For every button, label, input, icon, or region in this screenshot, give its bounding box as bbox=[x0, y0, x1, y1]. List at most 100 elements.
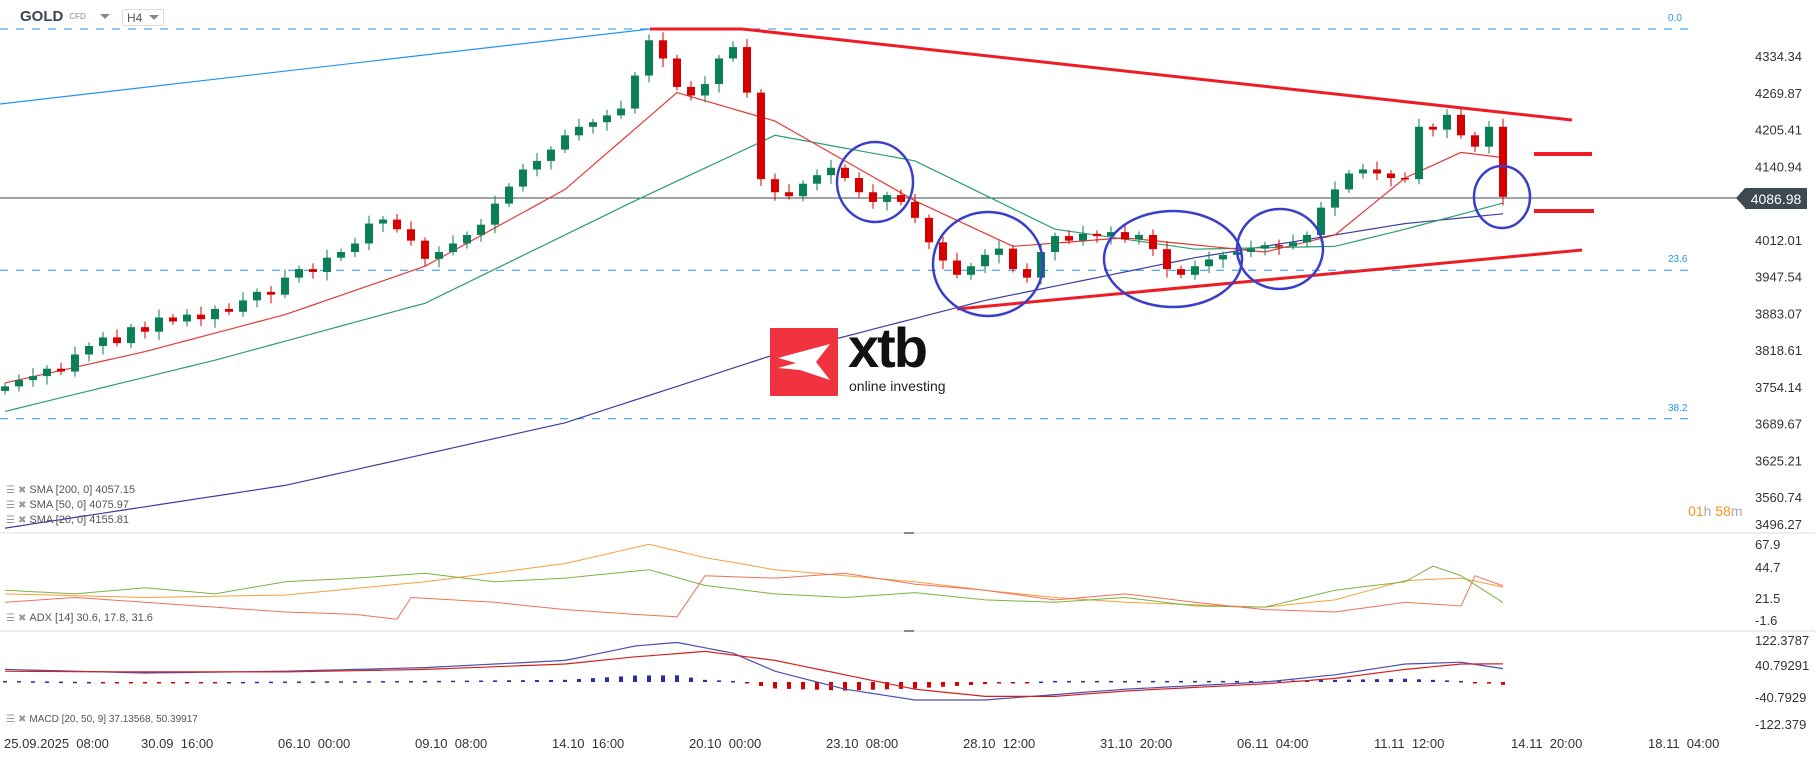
macd-histogram-bar bbox=[269, 681, 273, 684]
macd-histogram-bar bbox=[1179, 680, 1183, 683]
time-tick: 06.11 04:00 bbox=[1237, 736, 1308, 751]
settings-icon[interactable]: ☰ bbox=[6, 500, 15, 511]
candle bbox=[183, 308, 191, 327]
candle bbox=[785, 184, 793, 200]
candle-body bbox=[1191, 266, 1199, 275]
candle-body bbox=[575, 126, 583, 136]
candle-body bbox=[1471, 135, 1479, 147]
candle bbox=[1373, 161, 1381, 181]
macd-histogram-bar bbox=[1375, 679, 1379, 682]
settings-icon[interactable]: ☰ bbox=[6, 515, 15, 526]
candle bbox=[575, 118, 583, 141]
candle-body bbox=[799, 183, 807, 197]
legend-sma50[interactable]: ☰ ✖ SMA [50, 0] 4075.97 bbox=[6, 499, 129, 512]
timeframe-value: H4 bbox=[127, 10, 143, 25]
macd-histogram-bar bbox=[31, 681, 35, 683]
candle bbox=[197, 306, 205, 327]
candle-body bbox=[785, 192, 793, 197]
close-icon[interactable]: ✖ bbox=[17, 613, 27, 624]
xtb-logo-text: xtb bbox=[848, 316, 928, 379]
circle-annotation[interactable] bbox=[1102, 209, 1244, 309]
candle-body bbox=[1485, 126, 1493, 147]
candle bbox=[239, 292, 247, 317]
candle-body bbox=[925, 217, 933, 243]
candle bbox=[1331, 181, 1339, 217]
settings-icon[interactable]: ☰ bbox=[6, 714, 15, 725]
candle-body bbox=[211, 308, 219, 320]
candle bbox=[673, 55, 681, 91]
candle-body bbox=[463, 234, 471, 244]
macd-histogram-bar bbox=[591, 678, 595, 682]
macd-histogram-bar bbox=[661, 675, 665, 682]
close-icon[interactable]: ✖ bbox=[17, 485, 27, 496]
timeframe-select[interactable]: H4 bbox=[122, 9, 164, 26]
candle-body bbox=[911, 201, 919, 218]
macd-histogram-bar bbox=[1501, 681, 1505, 685]
support-trendline[interactable] bbox=[956, 248, 1583, 311]
legend-sma200[interactable]: ☰ ✖ SMA [200, 0] 4057.15 bbox=[6, 484, 135, 497]
candle bbox=[43, 365, 51, 385]
circle-annotations[interactable] bbox=[835, 140, 1532, 318]
macd-histogram-bar bbox=[1165, 680, 1169, 683]
candle bbox=[155, 309, 163, 341]
macd-histogram-bar bbox=[633, 675, 637, 682]
instrument-type: CFD bbox=[69, 12, 86, 21]
close-icon[interactable]: ✖ bbox=[17, 714, 27, 725]
candle-body bbox=[687, 86, 695, 96]
macd-histogram-bar bbox=[1123, 680, 1127, 683]
macd-histogram-bar bbox=[899, 681, 903, 689]
time-tick: 23.10 08:00 bbox=[826, 736, 898, 751]
macd-histogram-bar bbox=[1473, 681, 1477, 684]
price-tick: 3496.27 bbox=[1755, 517, 1802, 532]
fib-trend-line[interactable] bbox=[0, 28, 651, 105]
candle bbox=[1429, 123, 1437, 137]
candle bbox=[687, 81, 695, 101]
candle-body bbox=[407, 229, 415, 241]
legend-adx[interactable]: ☰ ✖ ADX [14] 30.6, 17.8, 31.6 bbox=[6, 612, 153, 625]
settings-icon[interactable]: ☰ bbox=[6, 485, 15, 496]
current-price-label: 4086.98 bbox=[1736, 188, 1807, 209]
legend-sma20[interactable]: ☰ ✖ SMA [20, 0] 4155.81 bbox=[6, 514, 129, 527]
macd-histogram-bar bbox=[1193, 680, 1197, 683]
time-tick: 18.11 04:00 bbox=[1648, 736, 1719, 751]
candle-body bbox=[1289, 242, 1297, 247]
trendlines[interactable] bbox=[650, 27, 1594, 311]
circle-annotation[interactable] bbox=[1235, 207, 1325, 291]
candle bbox=[1359, 163, 1367, 179]
candle-body bbox=[1387, 173, 1395, 179]
circle-annotation[interactable] bbox=[931, 210, 1045, 318]
candle bbox=[645, 34, 653, 83]
legend-text: ADX [14] 30.6, 17.8, 31.6 bbox=[29, 612, 153, 624]
candle-body bbox=[57, 368, 65, 372]
macd-histogram-bar bbox=[647, 675, 651, 682]
fibonacci-levels[interactable]: 0.0 23.6 38.2 bbox=[0, 13, 1690, 420]
circle-annotation[interactable] bbox=[1472, 164, 1532, 230]
circle-annotation[interactable] bbox=[835, 140, 915, 224]
symbol-selector[interactable]: GOLD CFD bbox=[20, 8, 110, 25]
candle bbox=[463, 231, 471, 249]
macd-histogram-bar bbox=[801, 681, 805, 690]
legend-text: SMA [20, 0] 4155.81 bbox=[29, 514, 130, 526]
candle bbox=[869, 184, 877, 209]
candle bbox=[589, 118, 597, 134]
candle-body bbox=[1079, 233, 1087, 241]
macd-histogram-bar bbox=[1277, 680, 1281, 683]
macd-histogram-bar bbox=[955, 681, 959, 686]
close-icon[interactable]: ✖ bbox=[17, 515, 27, 526]
macd-histogram-bar bbox=[395, 681, 399, 683]
candle-body bbox=[141, 327, 149, 332]
macd-histogram-bar bbox=[157, 681, 161, 684]
candle-body bbox=[967, 266, 975, 275]
candle-body bbox=[771, 179, 779, 193]
candle bbox=[113, 329, 121, 347]
candle-body bbox=[729, 47, 737, 59]
legend-macd[interactable]: ☰ ✖ MACD [20, 50, 9] 37.13568, 50.39917 bbox=[6, 713, 198, 726]
macd-histogram-bar bbox=[3, 680, 7, 683]
candle-body bbox=[617, 108, 625, 116]
settings-icon[interactable]: ☰ bbox=[6, 613, 15, 624]
close-icon[interactable]: ✖ bbox=[17, 500, 27, 511]
candle-body bbox=[1107, 232, 1115, 237]
macd-histogram-bar bbox=[1053, 680, 1057, 683]
resistance-trendline[interactable] bbox=[741, 27, 1573, 122]
